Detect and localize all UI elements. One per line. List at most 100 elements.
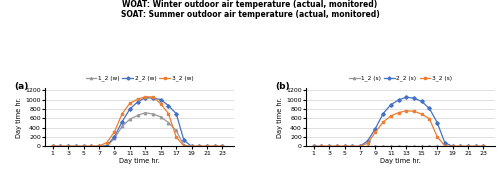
3_2 (s): [334, 145, 340, 147]
Line: 2_2 (w): 2_2 (w): [52, 96, 224, 148]
2_2 (s): [442, 142, 448, 144]
2_2 (s): [310, 145, 316, 147]
2_2 (w): [50, 145, 56, 147]
1_2 (s): [450, 145, 456, 147]
1_2 (s): [465, 145, 471, 147]
2_2 (s): [364, 140, 370, 142]
1_2 (w): [134, 114, 140, 117]
1_2 (s): [349, 145, 355, 147]
2_2 (w): [142, 97, 148, 99]
3_2 (s): [357, 145, 363, 147]
2_2 (w): [73, 145, 79, 147]
3_2 (w): [58, 145, 64, 147]
Text: (b): (b): [276, 82, 290, 91]
1_2 (w): [204, 145, 210, 147]
1_2 (s): [318, 145, 324, 147]
1_2 (w): [150, 113, 156, 115]
1_2 (w): [112, 137, 117, 139]
3_2 (w): [134, 98, 140, 100]
2_2 (s): [357, 145, 363, 147]
3_2 (w): [173, 136, 179, 138]
2_2 (w): [204, 145, 210, 147]
2_2 (s): [334, 145, 340, 147]
1_2 (w): [127, 118, 133, 120]
3_2 (s): [388, 115, 394, 117]
3_2 (w): [188, 145, 194, 147]
1_2 (s): [364, 145, 370, 147]
3_2 (s): [411, 110, 417, 112]
Text: WOAT: Winter outdoor air temperature (actual, monitored)
SOAT: Summer outdoor ai: WOAT: Winter outdoor air temperature (ac…: [120, 0, 380, 19]
1_2 (s): [480, 145, 486, 147]
1_2 (w): [188, 145, 194, 147]
3_2 (w): [104, 142, 110, 144]
3_2 (w): [50, 145, 56, 147]
Text: (a): (a): [14, 82, 29, 91]
1_2 (w): [181, 144, 187, 147]
2_2 (s): [465, 145, 471, 147]
3_2 (w): [181, 145, 187, 147]
3_2 (w): [65, 145, 71, 147]
1_2 (s): [342, 145, 347, 147]
2_2 (w): [88, 145, 94, 147]
3_2 (s): [480, 145, 486, 147]
3_2 (s): [465, 145, 471, 147]
2_2 (w): [220, 145, 226, 147]
1_2 (s): [472, 145, 478, 147]
3_2 (s): [442, 145, 448, 147]
1_2 (s): [404, 145, 409, 147]
1_2 (s): [442, 145, 448, 147]
Line: 1_2 (w): 1_2 (w): [52, 111, 224, 148]
Y-axis label: Day time hr.: Day time hr.: [278, 97, 283, 138]
3_2 (w): [204, 145, 210, 147]
2_2 (w): [150, 97, 156, 99]
2_2 (s): [380, 113, 386, 115]
3_2 (w): [142, 96, 148, 98]
1_2 (w): [119, 125, 125, 127]
3_2 (w): [88, 145, 94, 147]
1_2 (w): [73, 145, 79, 147]
3_2 (s): [426, 118, 432, 120]
3_2 (w): [119, 113, 125, 115]
1_2 (s): [396, 145, 402, 147]
X-axis label: Day time hr.: Day time hr.: [380, 158, 421, 164]
3_2 (s): [418, 113, 424, 115]
3_2 (w): [158, 103, 164, 105]
1_2 (w): [158, 116, 164, 118]
2_2 (s): [426, 107, 432, 110]
2_2 (s): [404, 96, 409, 98]
3_2 (w): [127, 102, 133, 104]
3_2 (w): [80, 145, 86, 147]
3_2 (w): [73, 145, 79, 147]
2_2 (w): [196, 145, 202, 147]
1_2 (w): [88, 145, 94, 147]
2_2 (s): [472, 145, 478, 147]
1_2 (s): [380, 145, 386, 147]
3_2 (s): [342, 145, 347, 147]
2_2 (s): [411, 97, 417, 99]
2_2 (w): [58, 145, 64, 147]
2_2 (w): [212, 145, 218, 147]
2_2 (s): [450, 145, 456, 147]
3_2 (w): [220, 145, 226, 147]
2_2 (w): [96, 145, 102, 147]
3_2 (s): [450, 145, 456, 147]
3_2 (w): [166, 113, 172, 115]
3_2 (s): [349, 145, 355, 147]
Line: 2_2 (s): 2_2 (s): [312, 96, 484, 148]
3_2 (w): [196, 145, 202, 147]
1_2 (w): [166, 121, 172, 124]
2_2 (w): [80, 145, 86, 147]
Line: 3_2 (w): 3_2 (w): [52, 96, 224, 148]
2_2 (w): [104, 145, 110, 147]
Legend: 1_2 (w), 2_2 (w), 3_2 (w): 1_2 (w), 2_2 (w), 3_2 (w): [84, 73, 196, 84]
2_2 (s): [342, 145, 347, 147]
2_2 (s): [396, 99, 402, 101]
1_2 (s): [310, 145, 316, 147]
2_2 (w): [166, 104, 172, 107]
1_2 (s): [388, 145, 394, 147]
3_2 (s): [396, 112, 402, 114]
1_2 (s): [458, 145, 464, 147]
1_2 (w): [220, 145, 226, 147]
2_2 (w): [112, 135, 117, 138]
3_2 (w): [150, 96, 156, 98]
